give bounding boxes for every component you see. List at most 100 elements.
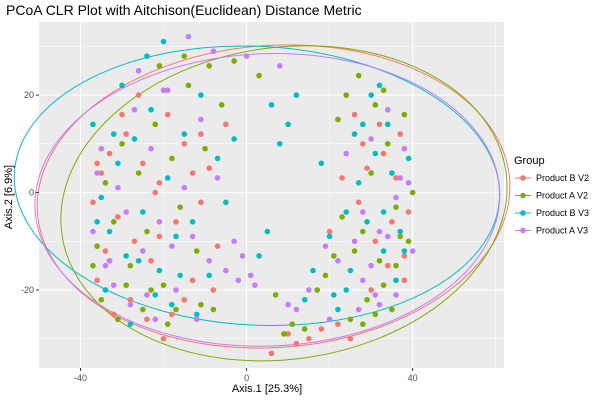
plot-panel bbox=[13, 22, 511, 368]
data-point bbox=[139, 306, 146, 313]
data-point bbox=[160, 282, 167, 288]
data-point bbox=[306, 287, 312, 293]
data-point bbox=[102, 262, 109, 269]
data-point bbox=[306, 335, 312, 342]
data-point bbox=[218, 102, 225, 108]
x-tick-label: 40 bbox=[408, 373, 418, 383]
data-point bbox=[401, 111, 408, 118]
data-point bbox=[285, 121, 291, 128]
data-point bbox=[210, 287, 217, 293]
data-point bbox=[94, 243, 100, 249]
data-point bbox=[139, 248, 146, 254]
legend-key-point bbox=[520, 175, 526, 181]
data-point bbox=[384, 141, 391, 147]
data-point bbox=[139, 209, 146, 215]
data-point bbox=[401, 248, 408, 254]
data-point bbox=[152, 316, 159, 323]
data-point bbox=[301, 296, 308, 303]
data-point bbox=[335, 257, 341, 264]
data-point bbox=[277, 141, 283, 147]
data-point bbox=[293, 340, 300, 347]
data-point bbox=[368, 136, 374, 142]
data-point bbox=[368, 287, 374, 293]
data-point bbox=[389, 170, 395, 176]
data-point bbox=[106, 228, 113, 235]
data-point bbox=[360, 141, 366, 147]
data-point bbox=[148, 106, 154, 113]
data-point bbox=[347, 316, 354, 323]
data-point bbox=[102, 287, 109, 293]
data-point bbox=[326, 228, 333, 235]
data-point bbox=[268, 350, 275, 357]
data-point bbox=[405, 238, 412, 245]
data-point bbox=[380, 209, 387, 215]
data-point bbox=[110, 131, 117, 137]
data-point bbox=[115, 316, 121, 323]
data-point bbox=[247, 272, 254, 279]
data-point bbox=[90, 228, 96, 235]
data-point bbox=[189, 277, 196, 284]
data-point bbox=[169, 243, 175, 249]
data-point bbox=[123, 209, 129, 215]
panel-background bbox=[39, 22, 504, 368]
data-point bbox=[131, 136, 138, 142]
data-point bbox=[139, 160, 146, 167]
x-axis-ticks: -40 0 40 bbox=[74, 368, 418, 383]
data-point bbox=[94, 277, 100, 284]
data-point bbox=[115, 184, 121, 191]
data-point bbox=[322, 272, 329, 279]
data-point bbox=[144, 228, 150, 235]
data-point bbox=[115, 160, 121, 167]
data-point bbox=[380, 282, 387, 288]
data-point bbox=[152, 189, 159, 196]
data-point bbox=[372, 150, 379, 157]
data-point bbox=[360, 209, 366, 215]
data-point bbox=[206, 272, 213, 279]
data-point bbox=[351, 131, 358, 137]
data-point bbox=[405, 155, 412, 162]
legend-item: Product A V3 bbox=[515, 226, 588, 236]
data-point bbox=[380, 150, 387, 157]
data-point bbox=[285, 331, 291, 337]
data-point bbox=[164, 321, 171, 327]
data-point bbox=[239, 253, 246, 259]
data-point bbox=[206, 63, 213, 69]
data-point bbox=[135, 170, 142, 176]
data-point bbox=[102, 180, 109, 186]
data-point bbox=[127, 321, 134, 327]
data-point bbox=[189, 233, 196, 240]
data-point bbox=[102, 248, 109, 254]
data-point bbox=[148, 145, 154, 152]
data-point bbox=[335, 306, 341, 313]
data-point bbox=[368, 92, 374, 98]
data-point bbox=[189, 219, 196, 225]
data-point bbox=[135, 257, 142, 264]
data-point bbox=[389, 306, 395, 313]
data-point bbox=[268, 102, 275, 108]
data-point bbox=[368, 262, 374, 269]
grid-minor bbox=[39, 22, 504, 368]
data-point bbox=[376, 301, 383, 308]
data-point bbox=[156, 267, 163, 274]
data-point bbox=[405, 209, 412, 215]
data-point bbox=[384, 262, 391, 269]
data-point bbox=[322, 243, 329, 249]
data-point bbox=[393, 277, 399, 284]
data-point bbox=[223, 199, 229, 206]
data-point bbox=[285, 301, 291, 308]
data-point bbox=[206, 257, 213, 264]
data-point bbox=[110, 282, 117, 288]
data-point bbox=[393, 292, 399, 298]
data-point bbox=[144, 316, 150, 323]
ellipse-layer bbox=[13, 44, 511, 362]
data-point bbox=[90, 199, 96, 206]
data-point bbox=[210, 48, 217, 55]
data-point bbox=[330, 253, 337, 259]
data-point bbox=[343, 287, 350, 293]
data-point bbox=[94, 219, 100, 225]
data-point bbox=[339, 214, 345, 220]
data-point bbox=[181, 53, 188, 59]
x-axis-title: Axis.1 [25.3%] bbox=[232, 383, 302, 395]
data-point bbox=[376, 121, 383, 128]
